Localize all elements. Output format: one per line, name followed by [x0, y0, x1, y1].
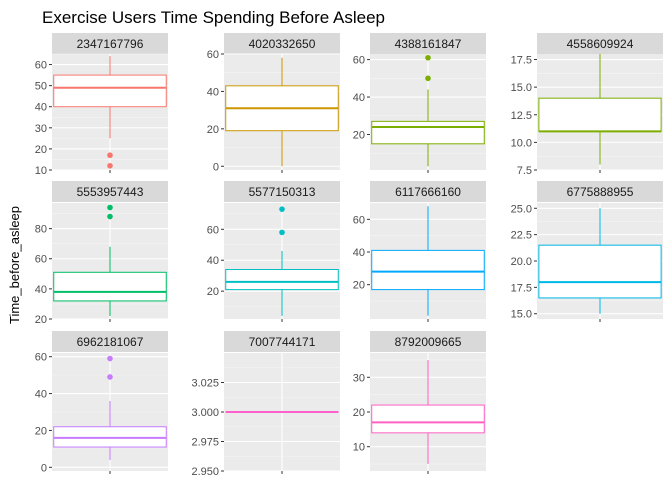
facet-strip	[224, 331, 340, 352]
y-tick-label: 40	[353, 92, 365, 104]
y-tick-label: 40	[35, 102, 47, 114]
facet-strip-label: 5553957443	[77, 185, 144, 199]
outlier-point	[107, 374, 113, 380]
y-tick-label: 3.025	[191, 378, 219, 390]
box-iqr	[225, 269, 339, 291]
y-tick-label: 40	[35, 389, 47, 401]
facet-strip	[370, 33, 486, 54]
y-tick-label: 17.5	[511, 282, 532, 294]
y-tick-label: 40	[35, 284, 47, 296]
facet-panel: 6117666160 20 40 60	[353, 181, 486, 322]
y-tick-label: 2.950	[191, 466, 219, 478]
y-tick-label: 20	[353, 407, 365, 419]
facet-strip-label: 6775888955	[567, 185, 634, 199]
y-tick-label: 80	[35, 224, 47, 236]
y-tick-label: 15.0	[511, 309, 532, 321]
y-tick-label: 0	[41, 462, 47, 474]
outlier-point	[425, 75, 431, 82]
y-tick-label: 20	[35, 144, 47, 156]
y-tick-label: 22.5	[511, 230, 532, 242]
y-tick-label: 3.000	[191, 407, 219, 419]
facet-strip	[537, 181, 663, 202]
y-tick-label: 20	[353, 280, 365, 292]
y-tick-label: 60	[35, 60, 47, 72]
y-tick-label: 25.0	[511, 203, 532, 215]
box-iqr	[371, 120, 485, 145]
y-tick-label: 20	[207, 286, 219, 298]
y-tick-label: 20	[35, 425, 47, 437]
box-iqr	[538, 244, 662, 299]
y-tick-label: 60	[207, 224, 219, 236]
y-tick-label: 60	[353, 214, 365, 226]
facet-strip	[370, 181, 486, 202]
outlier-point	[107, 204, 113, 211]
y-tick-label: 60	[35, 352, 47, 364]
facet-strip-label: 4388161847	[395, 37, 462, 51]
facet-strip	[370, 331, 486, 352]
box-iqr	[538, 97, 662, 132]
facet-strip	[52, 33, 168, 54]
facet-panel: 2347167796 10 20 30 40 50 60	[35, 33, 168, 177]
y-tick-label: 40	[353, 247, 365, 259]
facet-strip-label: 8792009665	[395, 335, 462, 349]
y-tick-label: 20	[207, 124, 219, 136]
facet-panel: 5553957443 20 40 60 80	[35, 181, 168, 326]
chart-title: Exercise Users Time Spending Before Asle…	[42, 8, 385, 27]
outlier-point	[107, 152, 113, 159]
y-tick-label: 30	[353, 372, 365, 384]
y-tick-label: 30	[35, 123, 47, 135]
facet-strip	[52, 331, 168, 352]
facet-panel: 7007744171 2.950 2.975 3.000 3.025	[191, 331, 340, 478]
y-tick-label: 60	[35, 254, 47, 266]
facet-panel: 6775888955 15.0 17.5 20.0 22.5 25.0	[511, 181, 663, 322]
y-tick-label: 60	[207, 49, 219, 61]
y-tick-label: 60	[353, 55, 365, 67]
y-tick-label: 20	[35, 314, 47, 326]
box-iqr	[53, 271, 167, 302]
outlier-point	[425, 54, 431, 61]
facet-panel: 6962181067 0 20 40 60	[35, 331, 168, 474]
y-axis-label: Time_before_asleep	[7, 206, 22, 324]
facet-strip-label: 2347167796	[77, 37, 144, 51]
y-tick-label: 10	[353, 442, 365, 454]
facet-strip-label: 4558609924	[567, 37, 634, 51]
box-iqr	[371, 404, 485, 434]
y-tick-label: 12.5	[511, 110, 532, 122]
facet-panel: 4558609924 7.5 10.0 12.5 15.0 17.5	[511, 33, 663, 177]
y-tick-label: 7.5	[517, 165, 532, 177]
facet-panel: 8792009665 10 20 30	[353, 331, 486, 474]
facet-strip	[224, 181, 340, 202]
y-tick-label: 0	[213, 161, 219, 173]
y-tick-label: 10	[35, 165, 47, 177]
facet-strip	[224, 33, 340, 54]
facet-strip	[52, 181, 168, 202]
outlier-point	[107, 355, 113, 362]
outlier-point	[107, 162, 113, 169]
facet-panel: 5577150313 20 40 60	[207, 181, 340, 322]
facet-grid: 2347167796102030405060402033265002040604…	[35, 33, 663, 478]
y-tick-label: 17.5	[511, 55, 532, 67]
outlier-point	[107, 213, 113, 220]
facet-strip-label: 7007744171	[249, 335, 316, 349]
box-iqr	[371, 249, 485, 291]
facet-strip-label: 6117666160	[395, 185, 461, 199]
facet-panel: 4020332650 0 20 40 60	[207, 33, 340, 173]
facet-strip	[537, 33, 663, 54]
y-tick-label: 10.0	[511, 137, 532, 149]
y-tick-label: 20	[353, 129, 365, 141]
y-tick-label: 20.0	[511, 256, 532, 268]
outlier-point	[279, 229, 285, 236]
y-tick-label: 2.975	[191, 437, 219, 449]
facet-strip-label: 5577150313	[249, 185, 316, 199]
y-tick-label: 50	[35, 81, 47, 93]
facet-strip-label: 6962181067	[77, 335, 144, 349]
y-tick-label: 40	[207, 255, 219, 267]
outlier-point	[279, 206, 285, 212]
facet-strip-label: 4020332650	[249, 37, 316, 51]
facet-panel: 4388161847 20 40 60	[353, 33, 486, 173]
y-tick-label: 15.0	[511, 82, 532, 94]
box-iqr	[53, 74, 167, 108]
y-tick-label: 40	[207, 86, 219, 98]
